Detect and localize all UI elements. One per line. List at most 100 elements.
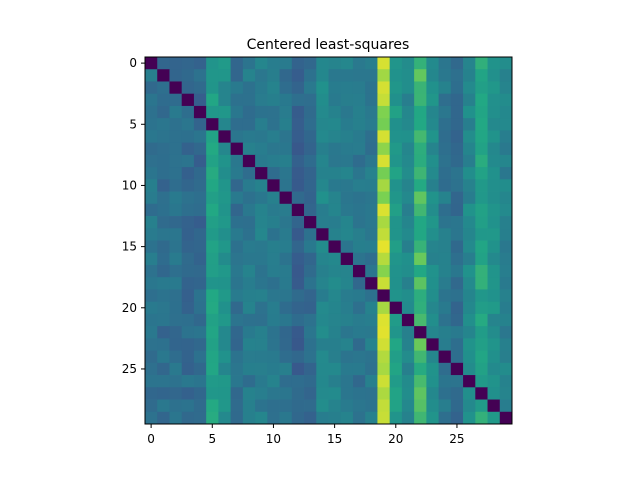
heatmap-cell (377, 179, 390, 192)
heatmap-cell (194, 412, 207, 425)
heatmap-cell (145, 302, 158, 315)
heatmap-cell (439, 241, 452, 254)
heatmap-cell (377, 94, 390, 107)
heatmap-cell (255, 253, 268, 266)
heatmap-cell (243, 167, 256, 180)
heatmap-cell (316, 277, 329, 290)
heatmap-cell (377, 118, 390, 131)
heatmap-cell (194, 155, 207, 168)
heatmap-cell (218, 167, 231, 180)
heatmap-cell (169, 228, 182, 241)
heatmap-cell (304, 106, 317, 119)
heatmap-cell (402, 69, 415, 82)
heatmap-cell (157, 204, 170, 217)
heatmap-cell (145, 326, 158, 339)
heatmap-cell (157, 363, 170, 376)
heatmap-cell (145, 277, 158, 290)
heatmap-cell (145, 265, 158, 278)
heatmap-cell (292, 302, 305, 315)
heatmap-cell (365, 241, 378, 254)
heatmap-cell (390, 81, 403, 94)
heatmap-cell (426, 81, 439, 94)
heatmap-cell (451, 289, 464, 302)
heatmap-cell (414, 204, 427, 217)
heatmap-cell (316, 94, 329, 107)
heatmap-cell (475, 277, 488, 290)
heatmap-cell (414, 228, 427, 241)
heatmap-cell (304, 69, 317, 82)
heatmap-cell (439, 216, 452, 229)
heatmap-cell (316, 118, 329, 131)
heatmap-cell (145, 375, 158, 388)
heatmap-cell (402, 351, 415, 364)
heatmap-cell (439, 302, 452, 315)
heatmap-cell (316, 412, 329, 425)
heatmap-cell (500, 118, 513, 131)
heatmap-cell (341, 363, 354, 376)
heatmap-cell (463, 375, 476, 388)
heatmap-cell (255, 143, 268, 156)
heatmap-cell (304, 363, 317, 376)
heatmap-cell (194, 387, 207, 400)
heatmap-cell (500, 314, 513, 327)
heatmap-cell (316, 130, 329, 143)
heatmap-cell (341, 179, 354, 192)
heatmap-cell (304, 412, 317, 425)
heatmap-cell (341, 94, 354, 107)
heatmap-cell (353, 338, 366, 351)
heatmap-cell (402, 57, 415, 70)
heatmap-cell (280, 326, 293, 339)
heatmap-cell (316, 387, 329, 400)
heatmap-cell (304, 130, 317, 143)
heatmap-cell (218, 228, 231, 241)
heatmap-cell (316, 216, 329, 229)
heatmap-cell (488, 57, 501, 70)
heatmap-cell (488, 118, 501, 131)
heatmap-cell (218, 253, 231, 266)
heatmap-cell (463, 363, 476, 376)
heatmap-cell (267, 387, 280, 400)
heatmap-cell (280, 363, 293, 376)
heatmap-cell (218, 326, 231, 339)
heatmap-cell (182, 94, 195, 107)
heatmap-cell (402, 216, 415, 229)
heatmap-cell (439, 289, 452, 302)
heatmap-cell (316, 204, 329, 217)
heatmap-cell (218, 412, 231, 425)
heatmap-cell (231, 253, 244, 266)
heatmap-cell (145, 94, 158, 107)
heatmap-cell (231, 289, 244, 302)
heatmap-cell (463, 326, 476, 339)
heatmap-cell (267, 118, 280, 131)
heatmap-cell (243, 118, 256, 131)
heatmap-cell (255, 314, 268, 327)
heatmap-cell (206, 387, 219, 400)
heatmap-cell (390, 241, 403, 254)
heatmap-cell (280, 106, 293, 119)
heatmap-cell (145, 400, 158, 413)
heatmap-cell (488, 81, 501, 94)
heatmap-cell (353, 94, 366, 107)
heatmap-cell (292, 106, 305, 119)
heatmap-cell (463, 351, 476, 364)
heatmap-cell (194, 94, 207, 107)
heatmap-cell (218, 81, 231, 94)
heatmap-cell (475, 351, 488, 364)
heatmap-cell (365, 253, 378, 266)
heatmap-cell (194, 204, 207, 217)
heatmap-cell (329, 81, 342, 94)
heatmap-cell (365, 192, 378, 205)
heatmap-cell (329, 192, 342, 205)
heatmap-cell (426, 302, 439, 315)
heatmap-cell (157, 228, 170, 241)
heatmap-cell (439, 277, 452, 290)
heatmap-cell (488, 253, 501, 266)
heatmap-cell (341, 400, 354, 413)
heatmap-cell (194, 326, 207, 339)
heatmap-cell (426, 228, 439, 241)
heatmap-cell (157, 265, 170, 278)
heatmap-cell (451, 179, 464, 192)
heatmap-cell (329, 277, 342, 290)
heatmap-cell (377, 143, 390, 156)
